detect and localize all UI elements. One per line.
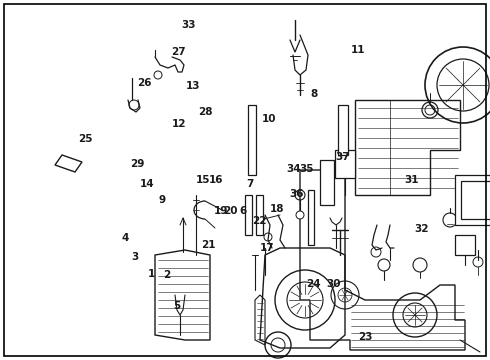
Bar	[245, 195, 252, 235]
Text: 1: 1	[148, 269, 155, 279]
Text: 20: 20	[223, 206, 238, 216]
Text: 13: 13	[186, 81, 201, 91]
Text: 36: 36	[289, 189, 304, 199]
Bar	[320, 160, 334, 205]
Text: 28: 28	[198, 107, 213, 117]
Text: 19: 19	[213, 206, 228, 216]
Text: 12: 12	[172, 119, 186, 129]
Circle shape	[413, 258, 427, 272]
Bar	[455, 235, 475, 255]
Text: 25: 25	[78, 134, 93, 144]
Text: 15: 15	[196, 175, 211, 185]
Polygon shape	[55, 155, 82, 172]
Text: 5: 5	[173, 301, 180, 311]
Circle shape	[296, 211, 304, 219]
Text: 33: 33	[181, 20, 196, 30]
Bar	[308, 190, 314, 245]
Text: 16: 16	[208, 175, 223, 185]
Text: 3: 3	[131, 252, 138, 262]
Text: 29: 29	[130, 159, 145, 169]
Bar	[338, 105, 348, 155]
Text: 27: 27	[172, 47, 186, 57]
Bar	[455, 175, 490, 225]
Text: 10: 10	[262, 114, 277, 124]
Text: 24: 24	[306, 279, 321, 289]
Text: 30: 30	[326, 279, 341, 289]
Text: 9: 9	[158, 195, 165, 205]
Text: 18: 18	[270, 204, 284, 214]
Text: 34: 34	[287, 164, 301, 174]
Text: 32: 32	[414, 224, 429, 234]
Text: 21: 21	[201, 240, 216, 250]
Text: 17: 17	[260, 243, 274, 253]
Text: 4: 4	[121, 233, 129, 243]
Circle shape	[378, 259, 390, 271]
Text: 2: 2	[163, 270, 170, 280]
Bar	[335, 150, 355, 178]
Bar	[256, 195, 263, 235]
Text: 31: 31	[404, 175, 419, 185]
Text: 37: 37	[336, 152, 350, 162]
Bar	[248, 105, 256, 175]
Text: 26: 26	[137, 78, 152, 88]
Text: 6: 6	[239, 206, 246, 216]
Text: 23: 23	[358, 332, 372, 342]
Text: 11: 11	[350, 45, 365, 55]
Text: 14: 14	[140, 179, 154, 189]
Text: 22: 22	[252, 216, 267, 226]
Text: 35: 35	[299, 164, 314, 174]
Text: 7: 7	[246, 179, 254, 189]
Text: 8: 8	[310, 89, 317, 99]
Bar	[461, 181, 490, 219]
